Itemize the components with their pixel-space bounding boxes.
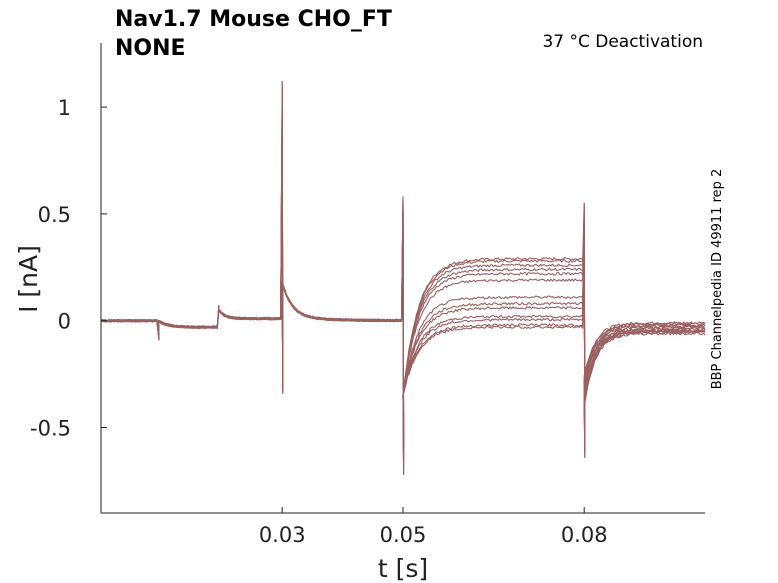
current-trace-line xyxy=(100,80,706,476)
x-axis-label: t [s] xyxy=(378,554,428,583)
y-ticks-group: 1 0.5 0 -0.5 xyxy=(30,96,107,441)
chart-subtitle: NONE xyxy=(115,36,186,61)
channelpedia-id-label: BBP Channelpedia ID 49911 rep 2 xyxy=(710,169,725,390)
y-tick-label: -0.5 xyxy=(30,417,71,441)
traces-group xyxy=(100,80,706,476)
chart-title: Nav1.7 Mouse CHO_FT xyxy=(115,7,392,32)
x-ticks-group: 0.03 0.05 0.08 xyxy=(259,507,608,547)
x-tick-label: 0.05 xyxy=(380,523,427,547)
y-tick-label: 0.5 xyxy=(38,203,71,227)
y-tick-label: 1 xyxy=(58,96,71,120)
y-tick-label: 0 xyxy=(58,310,71,334)
temperature-annotation: 37 °C Deactivation xyxy=(542,32,703,52)
x-tick-label: 0.08 xyxy=(561,523,608,547)
x-tick-label: 0.03 xyxy=(259,523,306,547)
y-axis-label: I [nA] xyxy=(14,245,43,313)
